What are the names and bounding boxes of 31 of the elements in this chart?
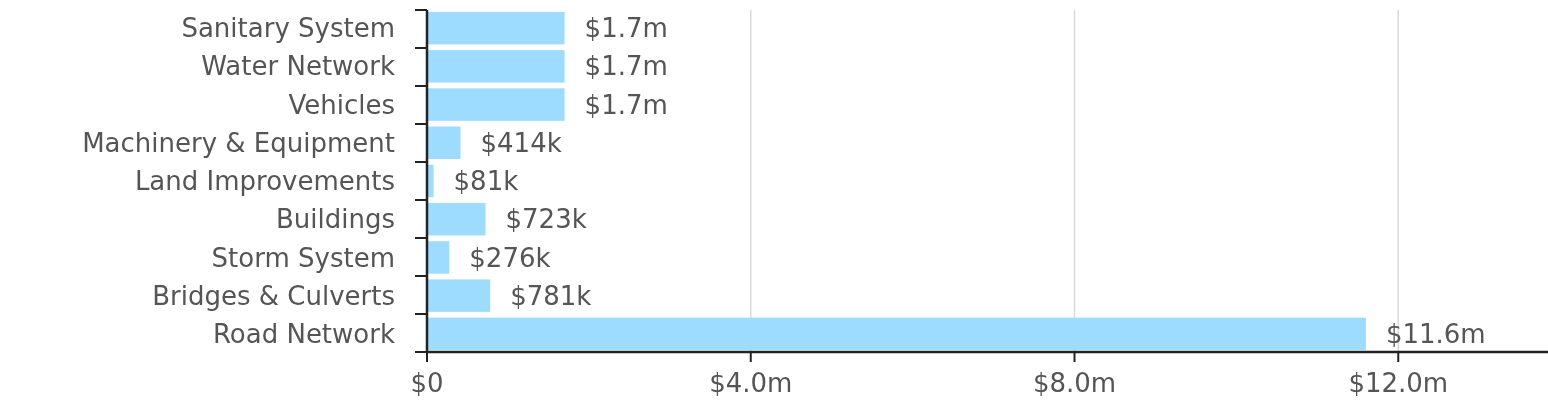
x-tick-label: $12.0m [1348, 368, 1449, 398]
y-tick-label: Bridges & Culverts [152, 280, 395, 311]
y-tick-label: Sanitary System [181, 13, 395, 44]
bar [427, 164, 434, 198]
y-tick-label: Buildings [275, 204, 395, 235]
data-label: $276k [469, 242, 551, 273]
x-tick-label: $4.0m [709, 368, 793, 398]
bar [427, 11, 565, 45]
bar [427, 50, 565, 83]
x-tick-label: $0 [410, 368, 444, 398]
data-label: $81k [453, 166, 519, 197]
bar [427, 279, 491, 312]
bar [427, 126, 461, 160]
data-label: $1.7m [584, 89, 668, 120]
x-tick-label: $8.0m [1032, 368, 1117, 398]
y-tick-label: Land Improvements [134, 166, 395, 197]
y-tick-label: Vehicles [288, 89, 395, 120]
data-label: $11.6m [1385, 318, 1486, 349]
bar [427, 202, 486, 236]
data-label: $781k [510, 280, 592, 311]
data-label: $723k [505, 204, 587, 235]
y-tick-label: Machinery & Equipment [82, 127, 395, 158]
bar [427, 241, 450, 274]
bar [427, 88, 565, 121]
data-label: $1.7m [584, 51, 668, 82]
y-tick-label: Water Network [201, 51, 395, 82]
data-label: $414k [480, 127, 562, 158]
bar [427, 317, 1366, 351]
data-label: $1.7m [584, 13, 668, 44]
y-tick-label: Road Network [212, 318, 395, 349]
y-tick-label: Storm System [211, 242, 395, 273]
